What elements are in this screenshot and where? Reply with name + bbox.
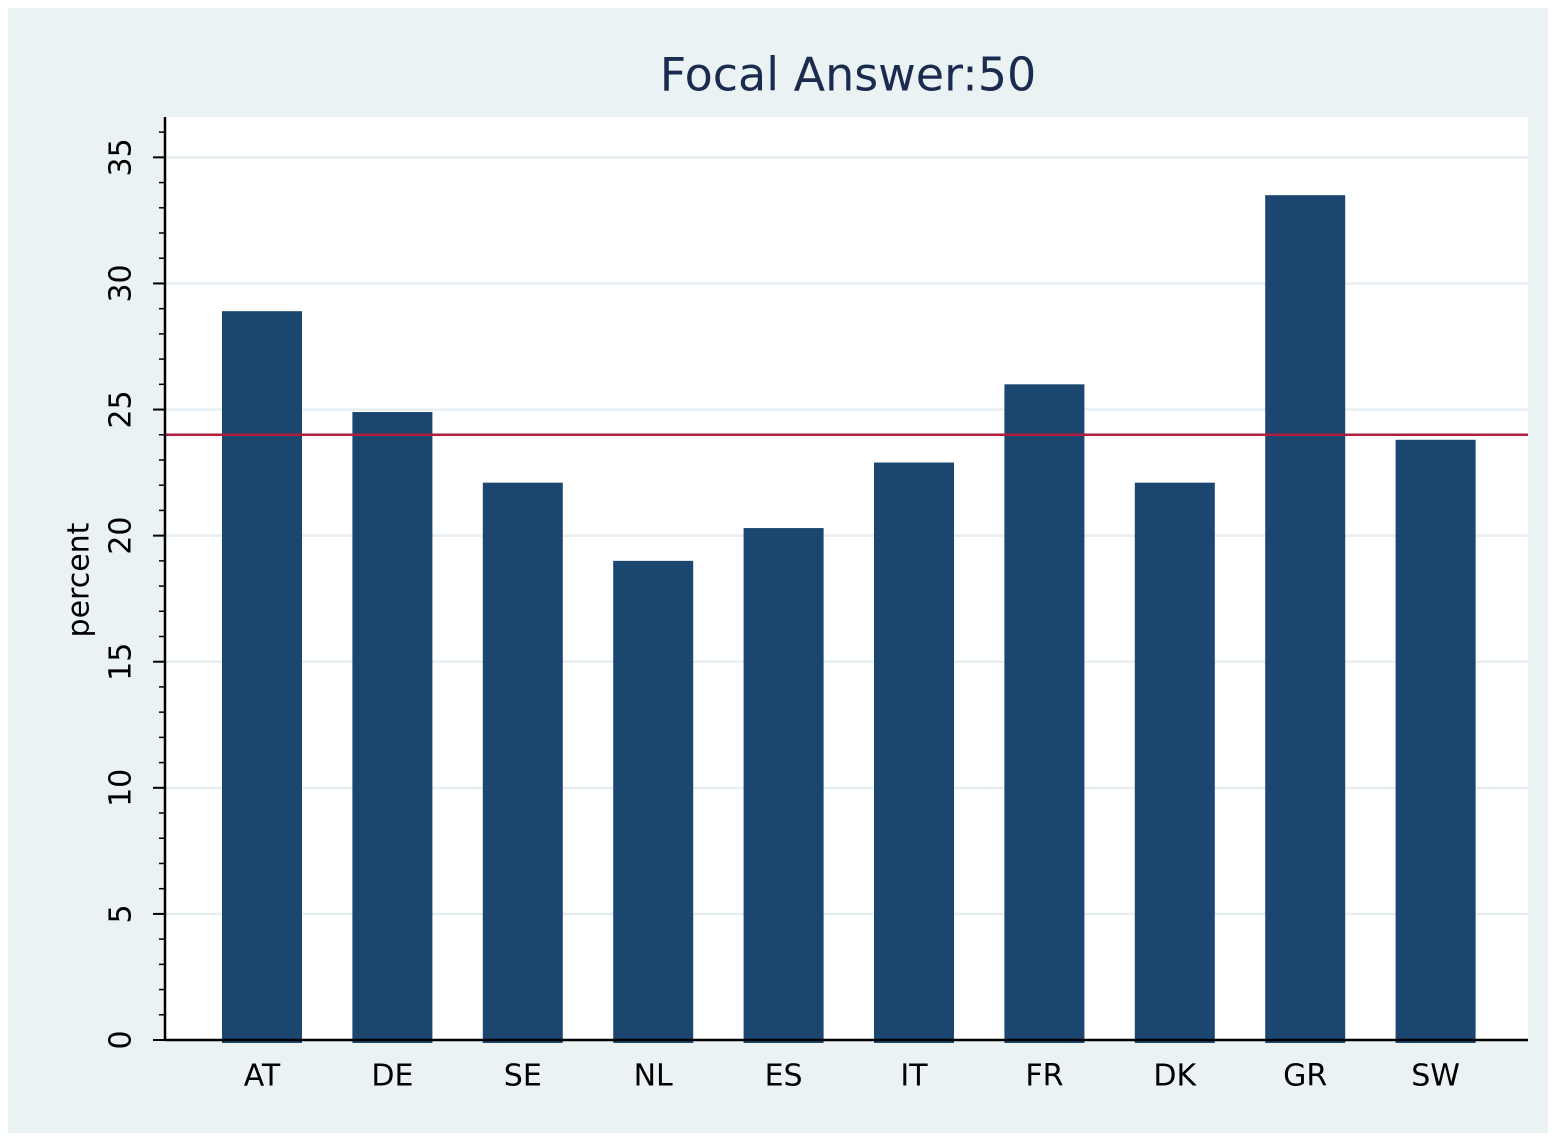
x-tick-label: IT: [900, 1059, 928, 1094]
x-tick-label: DK: [1153, 1059, 1197, 1094]
x-tick-label: SW: [1411, 1059, 1460, 1094]
x-tick-label: SE: [504, 1059, 542, 1094]
y-tick-label: 25: [104, 390, 139, 428]
y-tick-label: 35: [104, 138, 139, 176]
bar: [1134, 482, 1215, 1043]
x-tick-label: ES: [765, 1059, 803, 1094]
chart-title: Focal Answer:50: [660, 48, 1037, 102]
bar: [222, 311, 302, 1043]
bar: [1004, 384, 1085, 1044]
y-tick-label: 5: [104, 904, 139, 923]
bar: [743, 528, 824, 1043]
x-tick-label: FR: [1025, 1059, 1063, 1094]
bar: [874, 462, 954, 1044]
x-tick-label: NL: [634, 1059, 673, 1094]
bar: [352, 412, 433, 1043]
bar: [613, 560, 694, 1043]
bar: [482, 482, 563, 1043]
x-tick-label: DE: [371, 1059, 413, 1094]
bar: [1395, 439, 1476, 1043]
bar: [1265, 195, 1346, 1043]
x-tick-label: GR: [1283, 1059, 1327, 1094]
y-tick-label: 10: [104, 769, 139, 807]
y-tick-label: 30: [104, 264, 139, 302]
x-tick-label: AT: [244, 1059, 281, 1094]
y-tick-label: 15: [104, 643, 139, 681]
y-tick-label: 20: [104, 517, 139, 555]
y-axis-title: percent: [62, 522, 97, 637]
y-tick-label: 0: [104, 1030, 139, 1049]
